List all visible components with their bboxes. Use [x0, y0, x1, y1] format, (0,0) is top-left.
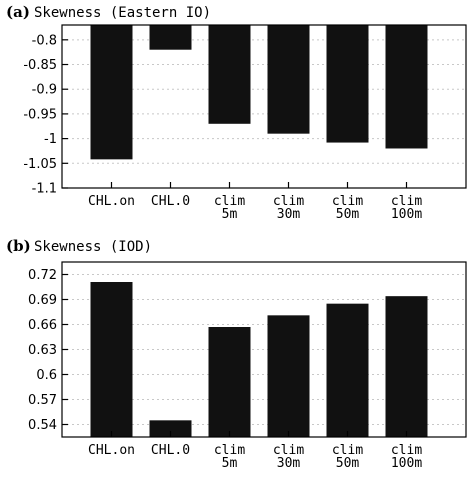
panel-b-y-tick-label: 0.54 [28, 418, 57, 433]
panel-a-eastern-io: (a) Skewness (Eastern IO) -1.1 -1.05 -1 -0.… [6, 3, 467, 222]
panel-a-x-tick-label: CHL.0 [151, 194, 190, 209]
panel-a-x-tick-label: clim 30m [273, 194, 304, 222]
panel-b-y-tick-label: 0.57 [28, 393, 57, 408]
panel-b-x-ticks: CHL.on CHL.0 clim 5m clim 30m clim 50m clim 100m [88, 431, 422, 471]
panel-b-x-tick-label: clim 30m [273, 443, 304, 471]
panel-b-bar-clim-100m [385, 296, 428, 437]
panel-b-bar-clim-30m [267, 315, 310, 437]
panel-b-x-tick-label: CHL.on [88, 443, 135, 458]
panel-b-y-tick-label: 0.66 [28, 318, 57, 333]
panel-a-x-ticks: CHL.on CHL.0 clim 5m clim 30m clim 50m clim 100m [88, 182, 422, 222]
panel-a-bar-clim-30m [267, 25, 310, 134]
panel-b-label: (b) [6, 237, 31, 255]
panel-a-y-tick-label: -1 [44, 132, 57, 147]
panel-b-x-tick-label: clim 5m [214, 443, 245, 471]
panel-a-y-tick-label: -1.1 [32, 182, 57, 197]
panel-a-frame [61, 24, 467, 189]
panel-b-bar-clim-50m [326, 303, 369, 437]
panel-a-x-tick-label: CHL.on [88, 194, 135, 209]
panel-b-y-ticks: 0.54 0.57 0.6 0.63 0.66 0.69 0.72 [28, 268, 68, 433]
panel-a-y-tick-label: -0.8 [32, 33, 57, 48]
panel-a-y-tick-label: -0.9 [32, 83, 57, 98]
panel-a-bar-clim-100m [385, 25, 428, 149]
panel-b-bars [90, 282, 428, 437]
panel-b-y-tick-label: 0.63 [28, 343, 57, 358]
panel-b-y-tick-label: 0.72 [28, 268, 57, 283]
panel-b-iod: (b) Skewness (IOD) 0.540.570.60.630.660.… [6, 237, 467, 471]
panel-b-y-tick-label: 0.69 [28, 293, 57, 308]
panel-a-x-tick-label: clim 5m [214, 194, 245, 222]
panel-b-bar-chl-on [90, 282, 133, 437]
panel-a-label: (a) [6, 3, 30, 21]
panel-b-x-tick-label: CHL.0 [151, 443, 190, 458]
panel-a-bar-chl-0 [149, 25, 192, 50]
panel-a-y-tick-label: -0.95 [23, 107, 57, 122]
panel-b-y-tick-label: 0.6 [36, 368, 57, 383]
panel-a-x-tick-label: clim 100m [391, 194, 422, 222]
panel-a-bar-clim-50m [326, 25, 369, 143]
panel-b-x-tick-label: clim 50m [332, 443, 363, 471]
panel-b-bar-chl-0 [149, 420, 192, 437]
panel-a-bar-clim-5m [208, 25, 251, 124]
panel-a-y-tick-label: -1.05 [23, 157, 57, 172]
panel-a-bar-chl-on [90, 25, 133, 160]
panel-a-title: Skewness (Eastern IO) [34, 5, 211, 21]
panel-b-bar-clim-5m [208, 327, 251, 437]
panel-a-bars [90, 25, 428, 160]
panel-a-y-ticks: -1.1 -1.05 -1 -0.95 -0.9 -0.85 -0.8 [23, 33, 68, 197]
panel-a-x-tick-label: clim 50m [332, 194, 363, 222]
panel-a-y-tick-label: -0.85 [23, 58, 57, 73]
panel-b-title: Skewness (IOD) [34, 239, 152, 255]
panel-b-x-tick-label: clim 100m [391, 443, 422, 471]
